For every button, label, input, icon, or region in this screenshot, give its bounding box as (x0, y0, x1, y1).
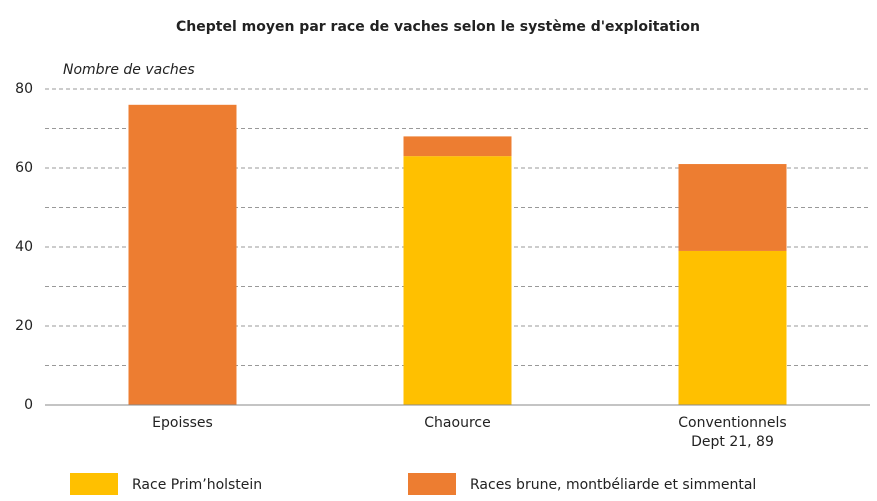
legend-swatch (408, 473, 456, 495)
legend-label: Race Prim’holstein (132, 477, 262, 493)
bar-segment (403, 156, 512, 405)
y-tick-label: 60 (15, 160, 33, 176)
bar-segment (678, 250, 787, 405)
y-tick-label: 80 (15, 81, 33, 97)
y-tick-label: 0 (24, 397, 33, 413)
bar-segment (128, 104, 237, 406)
bar-segment (403, 136, 512, 157)
x-tick-label: Chaource (424, 415, 490, 431)
legend-swatch (70, 473, 118, 495)
x-tick-label: Epoisses (152, 415, 213, 431)
y-axis-label: Nombre de vaches (63, 62, 195, 78)
y-tick-label: 40 (15, 239, 33, 255)
bar-segment (678, 164, 787, 251)
chart-title: Cheptel moyen par race de vaches selon l… (176, 19, 700, 35)
legend-label: Races brune, montbéliarde et simmental (470, 477, 756, 493)
x-tick-label: Conventionnels Dept 21, 89 (678, 415, 786, 450)
y-tick-label: 20 (15, 318, 33, 334)
